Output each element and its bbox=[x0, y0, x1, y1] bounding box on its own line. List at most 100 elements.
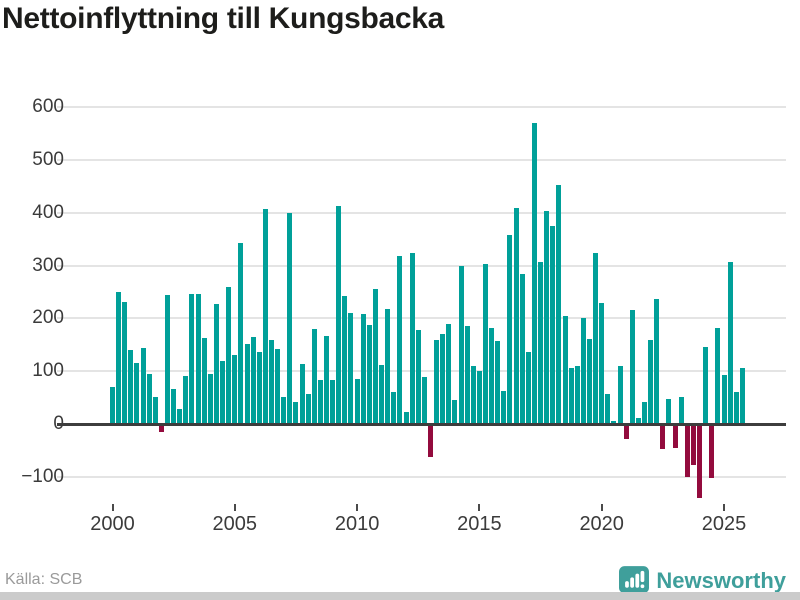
bar bbox=[348, 312, 354, 424]
bar bbox=[697, 425, 703, 498]
gridline bbox=[57, 370, 786, 373]
y-axis-tick-label: 0 bbox=[0, 413, 64, 435]
x-axis-tick bbox=[478, 504, 481, 511]
x-axis-tick-label: 2000 bbox=[90, 513, 135, 535]
bar bbox=[268, 340, 274, 424]
bar bbox=[525, 351, 531, 424]
y-axis-tick-label: −100 bbox=[21, 465, 64, 487]
bar bbox=[635, 417, 641, 424]
bar bbox=[201, 337, 207, 424]
bar bbox=[415, 330, 421, 424]
bar bbox=[366, 324, 372, 424]
bar bbox=[336, 205, 342, 424]
bar bbox=[403, 411, 409, 424]
bar bbox=[642, 401, 647, 424]
bar bbox=[617, 366, 623, 424]
bar bbox=[299, 364, 305, 424]
bar bbox=[458, 265, 464, 424]
x-axis-tick-label: 2020 bbox=[579, 513, 624, 535]
y-axis-tick-label: 200 bbox=[32, 307, 64, 329]
gridline bbox=[57, 159, 786, 161]
x-axis-tick bbox=[233, 504, 236, 511]
bar bbox=[195, 294, 201, 424]
newsworthy-logo-text: Newsworthy bbox=[656, 568, 786, 593]
bar bbox=[562, 315, 568, 424]
bar bbox=[476, 370, 482, 424]
bar bbox=[110, 387, 115, 424]
bar bbox=[275, 349, 281, 424]
bar bbox=[317, 379, 323, 424]
y-axis-tick-label: 400 bbox=[32, 201, 64, 223]
bar bbox=[580, 318, 586, 424]
x-axis-tick bbox=[111, 504, 114, 511]
bar bbox=[171, 389, 177, 424]
bar bbox=[256, 352, 262, 424]
bar bbox=[397, 256, 403, 424]
x-axis-tick bbox=[600, 504, 603, 511]
bar bbox=[140, 347, 146, 424]
bar bbox=[165, 295, 171, 424]
bar bbox=[305, 394, 311, 424]
bar bbox=[354, 379, 360, 424]
x-axis-tick bbox=[723, 504, 725, 511]
bar bbox=[483, 264, 488, 424]
newsworthy-logo: Newsworthy bbox=[619, 566, 786, 600]
bar bbox=[574, 366, 580, 424]
bar bbox=[703, 346, 709, 424]
bar bbox=[183, 375, 189, 424]
bar bbox=[513, 207, 519, 424]
bar bbox=[128, 350, 134, 424]
x-axis-tick bbox=[356, 504, 359, 511]
bar bbox=[568, 367, 574, 424]
bar bbox=[434, 339, 440, 424]
bar bbox=[116, 292, 122, 424]
bar bbox=[440, 334, 446, 424]
bar bbox=[611, 420, 617, 424]
newsworthy-logo-icon bbox=[619, 566, 650, 600]
bar bbox=[623, 425, 629, 440]
bar bbox=[213, 304, 219, 424]
y-axis-tick-label: 100 bbox=[32, 360, 64, 382]
bar bbox=[244, 343, 250, 424]
bar bbox=[629, 309, 635, 424]
bar bbox=[721, 375, 727, 424]
bar bbox=[311, 329, 317, 424]
bar bbox=[501, 391, 507, 424]
bar bbox=[189, 294, 195, 424]
bar bbox=[232, 355, 238, 424]
bar bbox=[372, 288, 378, 424]
bar bbox=[177, 408, 183, 424]
bar bbox=[715, 328, 721, 424]
bar bbox=[238, 243, 244, 424]
bar bbox=[660, 425, 666, 450]
bar bbox=[146, 373, 152, 424]
bar bbox=[678, 397, 684, 424]
bar bbox=[507, 234, 513, 424]
gridline bbox=[57, 317, 786, 320]
bar bbox=[605, 394, 611, 424]
source-label: Källa: SCB bbox=[5, 571, 83, 588]
bar bbox=[538, 262, 544, 424]
bar bbox=[550, 226, 556, 424]
y-axis-tick-label: 500 bbox=[32, 149, 64, 170]
bar bbox=[262, 208, 268, 424]
bar bbox=[446, 324, 452, 424]
chart-title: Nettoinflyttning till Kungsbacka bbox=[2, 2, 445, 35]
gridline bbox=[57, 211, 786, 214]
x-axis-tick-label: 2025 bbox=[701, 513, 747, 535]
zero-line bbox=[57, 423, 786, 426]
bar bbox=[727, 262, 733, 424]
bar bbox=[495, 341, 501, 424]
bar bbox=[452, 400, 458, 424]
bar bbox=[226, 287, 232, 424]
bar bbox=[379, 365, 385, 424]
bar bbox=[544, 210, 550, 424]
bar bbox=[220, 361, 226, 424]
bar bbox=[360, 313, 366, 424]
y-axis-tick-label: 600 bbox=[32, 96, 64, 118]
bar bbox=[281, 397, 287, 424]
bar bbox=[586, 338, 592, 424]
bar bbox=[421, 377, 427, 424]
bar bbox=[599, 302, 605, 424]
bar bbox=[531, 123, 537, 424]
